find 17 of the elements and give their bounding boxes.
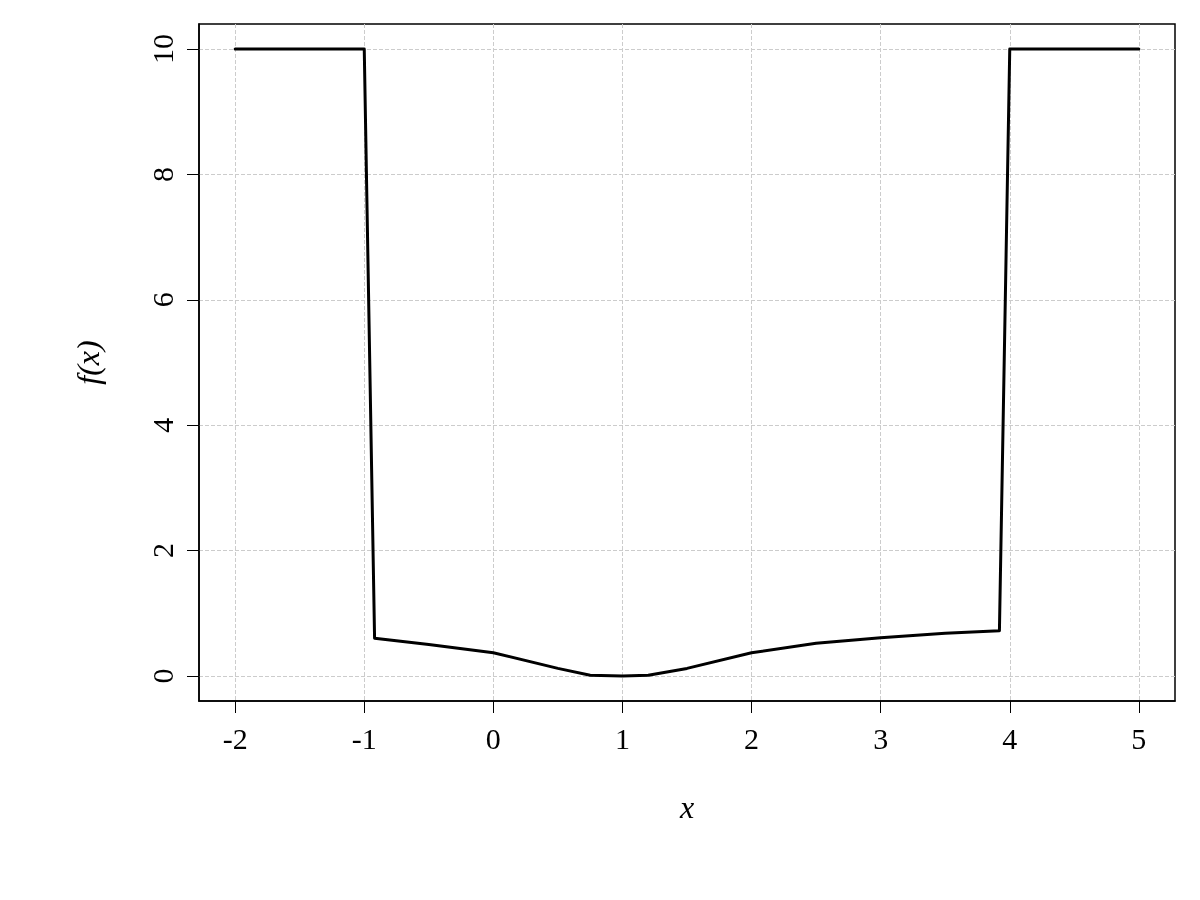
x-tick-label: 4 <box>1002 721 1018 755</box>
y-tick-label: 10 <box>145 34 179 65</box>
x-tick-label: 2 <box>744 721 760 755</box>
x-tick-label: -1 <box>351 721 377 755</box>
x-tick-label: 3 <box>873 721 889 755</box>
y-tick-label: 8 <box>145 166 179 182</box>
x-tick-label: 1 <box>614 721 630 755</box>
x-tick-label: 5 <box>1131 721 1147 755</box>
y-tick-label: 4 <box>145 417 179 433</box>
x-axis-title: x <box>678 789 695 825</box>
y-tick-label: 0 <box>145 668 179 684</box>
x-tick-label: -2 <box>222 721 248 755</box>
y-tick-label: 2 <box>145 543 179 559</box>
y-tick-label: 6 <box>145 292 179 308</box>
y-axis-title: f(x) <box>70 340 106 385</box>
x-tick-label: 0 <box>485 721 501 755</box>
line-series <box>233 47 1141 678</box>
